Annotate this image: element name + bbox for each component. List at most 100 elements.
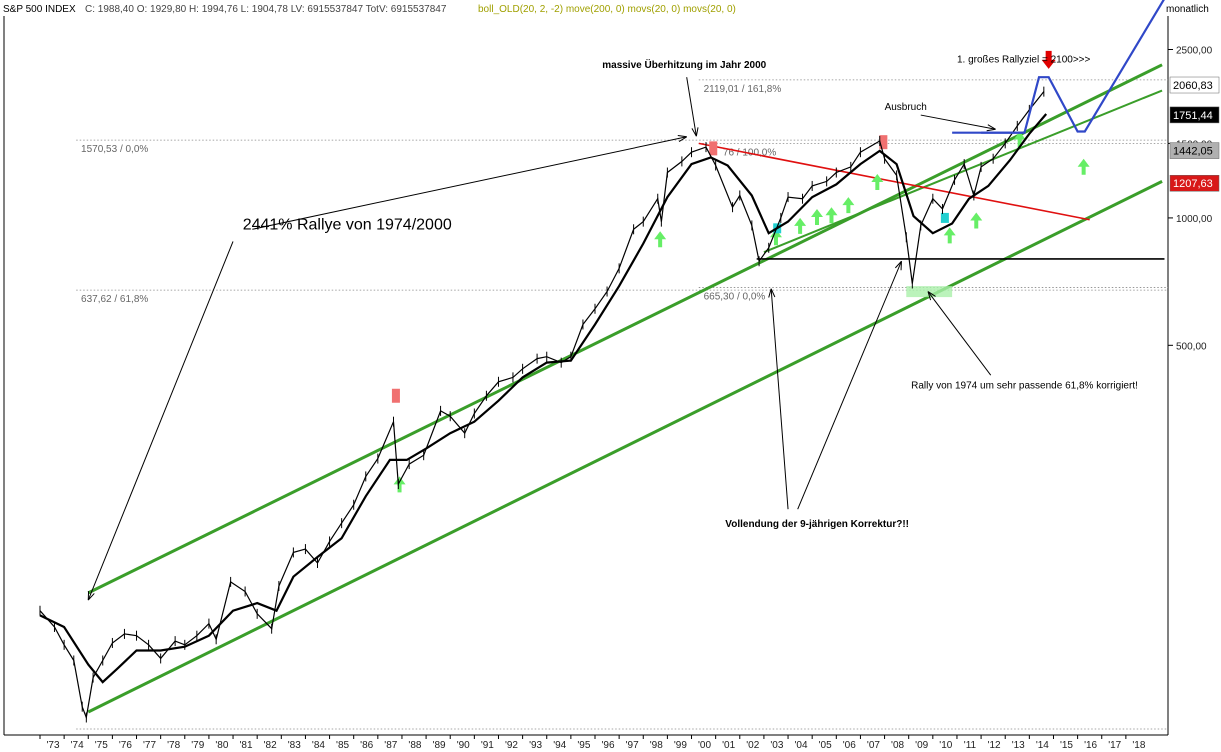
x-tick-label: '84 [312,740,325,751]
annotation-text: 2441% Rallye von 1974/2000 [243,216,452,233]
x-tick-label: '09 [915,740,928,751]
x-tick-label: '96 [601,740,614,751]
price-tag: 1207,63 [1169,174,1220,192]
projection-path [952,0,1165,134]
x-tick-label: '95 [577,740,590,751]
x-tick-label: '18 [1132,740,1145,751]
price-tag-box [1169,76,1220,94]
up-arrow-signal [1077,158,1090,175]
channel-line-upper [763,89,1163,254]
x-tick-label: '89 [433,740,446,751]
fib-level-label: 637,62 / 61,8% [81,294,148,305]
fib-level-label: 665,30 / 0,0% [704,291,766,302]
x-tick-label: '82 [264,740,277,751]
symbol-label: S&P 500 INDEX [3,4,76,15]
pointer-line [252,136,687,230]
x-tick-label: '12 [988,740,1001,751]
up-arrow-signal [871,173,884,190]
x-tick-label: '85 [336,740,349,751]
y-tick-label: 2500,00 [1176,46,1213,57]
up-arrow-signal [1013,131,1026,148]
x-tick-label: '87 [384,740,397,751]
resistance-line [698,142,1090,221]
x-tick-label: '76 [119,740,132,751]
pointer-line [920,114,996,130]
x-tick-label: '86 [360,740,373,751]
x-tick-label: '16 [1084,740,1097,751]
up-arrow-signal [654,231,667,248]
price-series [39,86,1045,723]
x-tick-label: '81 [240,740,253,751]
pointer-line [686,77,697,137]
x-tick-label: '79 [191,740,204,751]
x-tick-label: '75 [95,740,108,751]
cyan-signal-mark [940,212,949,223]
red-signal-mark [879,135,888,150]
x-tick-label: '08 [891,740,904,751]
annotation-text: 1. großes Rallyziel = 2100>>> [957,54,1091,65]
x-tick-label: '99 [674,740,687,751]
pointer-line [797,261,902,510]
red-signal-mark [391,388,400,403]
x-tick-label: '10 [939,740,952,751]
x-tick-label: '14 [1036,740,1049,751]
annotation-text: massive Überhitzung im Jahr 2000 [602,58,766,71]
fib-level-label: 1570,53 / 0,0% [81,144,148,155]
price-tag-label: 1207,63 [1173,178,1213,190]
x-tick-label: '04 [795,740,808,751]
x-tick-label: '80 [215,740,228,751]
price-tag-label: 2060,83 [1173,80,1213,92]
fib-level-label: 2119,01 / 161,8% [704,84,782,95]
pointer-arrowhead [894,260,902,271]
x-tick-label: '77 [143,740,156,751]
x-tick-label: '06 [843,740,856,751]
up-arrow-signal [943,227,956,244]
signal-marks [391,131,1090,493]
pointer-line [927,291,992,376]
x-tick-label: '17 [1108,740,1121,751]
x-tick-label: '97 [626,740,639,751]
up-arrow-signal [842,197,855,214]
channel-line-middle [87,63,1163,595]
indicator-readout: boll_OLD(20, 2, -2) move(200, 0) movs(20… [478,4,736,15]
x-tick-label: '01 [722,740,735,751]
pointer-line [87,241,234,601]
price-tag-label: 1751,44 [1173,110,1213,122]
period-label: monatlich [1166,4,1209,15]
red-down-arrow [1041,50,1056,69]
x-tick-label: '11 [964,740,977,751]
x-tick-label: '88 [408,740,421,751]
up-arrow-signal [794,217,807,234]
x-tick-label: '98 [650,740,663,751]
price-tags: 2060,83 1751,44 1442,05 1207,63 [1169,76,1220,192]
x-axis-ticks: '73 '74 '75 '76 '77 '78 '79 '80 '81 '82 '83 '84 '85 '… [39,735,1146,751]
annotation-text: Rally von 1974 um sehr passende 61,8% ko… [911,381,1138,392]
x-tick-label: '00 [698,740,711,751]
pointer-arrowhead [986,124,996,132]
low-zone-box [906,286,953,298]
price-tag: 1442,05 [1169,142,1220,159]
price-tag-box [1169,174,1220,192]
price-line [39,91,1045,720]
price-tag: 2060,83 [1169,76,1220,94]
x-tick-label: '13 [1012,740,1025,751]
pointer-arrowhead [691,127,699,137]
support-resistance [698,142,1165,260]
x-tick-label: '83 [288,740,301,751]
pointer-line [770,288,789,510]
y-tick-label: 500,00 [1176,341,1207,352]
x-tick-label: '78 [167,740,180,751]
x-tick-label: '03 [770,740,783,751]
price-tag-box [1169,142,1220,159]
x-tick-label: '07 [867,740,880,751]
x-tick-label: '05 [819,740,832,751]
pointer-arrowhead [768,288,776,298]
annotation-text: Ausbruch [885,102,927,113]
x-tick-label: '73 [46,740,59,751]
x-tick-label: '92 [505,740,518,751]
price-tag-box [1169,106,1220,124]
up-arrow-signal [393,476,406,493]
y-tick-label: 1000,00 [1176,214,1213,225]
x-tick-label: '93 [529,740,542,751]
